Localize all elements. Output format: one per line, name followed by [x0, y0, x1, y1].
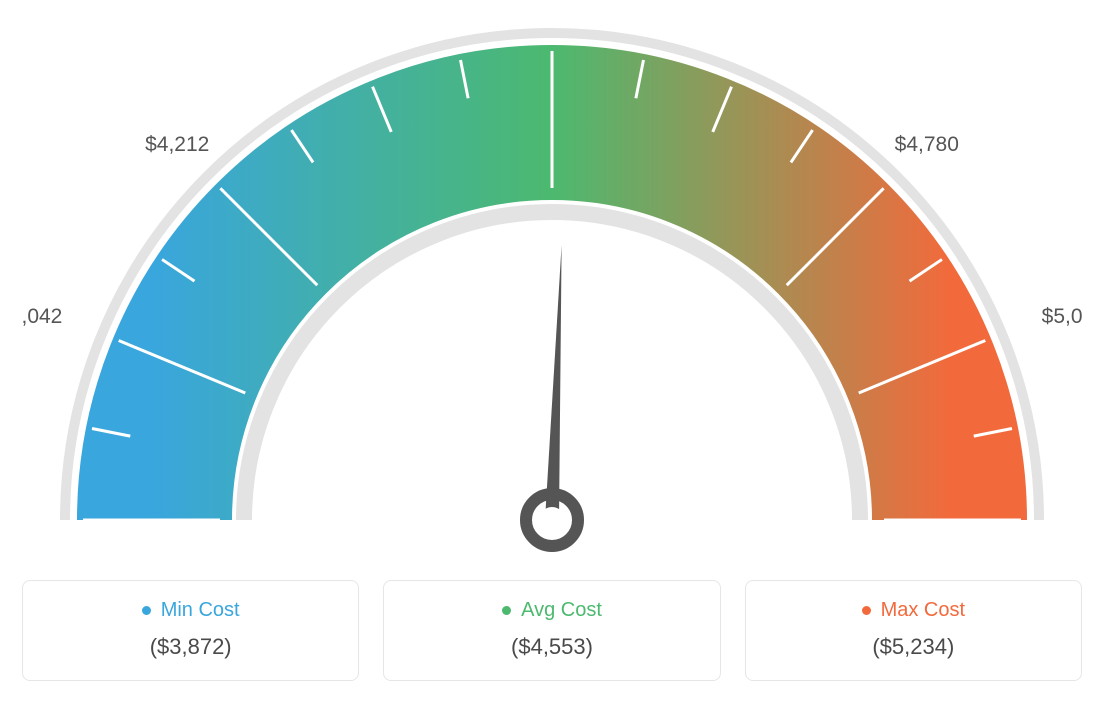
- legend-head: Max Cost: [766, 599, 1061, 622]
- legend-value-max: ($5,234): [766, 634, 1061, 660]
- legend-head: Min Cost: [43, 599, 338, 622]
- legend-label-max: Max Cost: [881, 599, 965, 622]
- gauge-svg: $3,872$4,042$4,212$4,553$4,780$5,007$5,2…: [22, 20, 1082, 560]
- legend-head: Avg Cost: [404, 599, 699, 622]
- cost-gauge-chart: $3,872$4,042$4,212$4,553$4,780$5,007$5,2…: [22, 20, 1082, 560]
- legend-dot-max: [862, 606, 871, 615]
- legend-card-max: Max Cost ($5,234): [745, 580, 1082, 681]
- legend-dot-min: [142, 606, 151, 615]
- gauge-tick-label: $4,780: [895, 133, 959, 156]
- legend-label-avg: Avg Cost: [521, 599, 602, 622]
- gauge-tick-label: $4,042: [22, 305, 62, 328]
- gauge-tick-label: $4,212: [145, 133, 209, 156]
- legend-label-min: Min Cost: [161, 599, 240, 622]
- legend-card-min: Min Cost ($3,872): [22, 580, 359, 681]
- legend-card-avg: Avg Cost ($4,553): [383, 580, 720, 681]
- legend-value-min: ($3,872): [43, 634, 338, 660]
- gauge-tick-label: $5,007: [1042, 305, 1082, 328]
- legend-dot-avg: [502, 606, 511, 615]
- legend-value-avg: ($4,553): [404, 634, 699, 660]
- legend-row: Min Cost ($3,872) Avg Cost ($4,553) Max …: [22, 580, 1082, 681]
